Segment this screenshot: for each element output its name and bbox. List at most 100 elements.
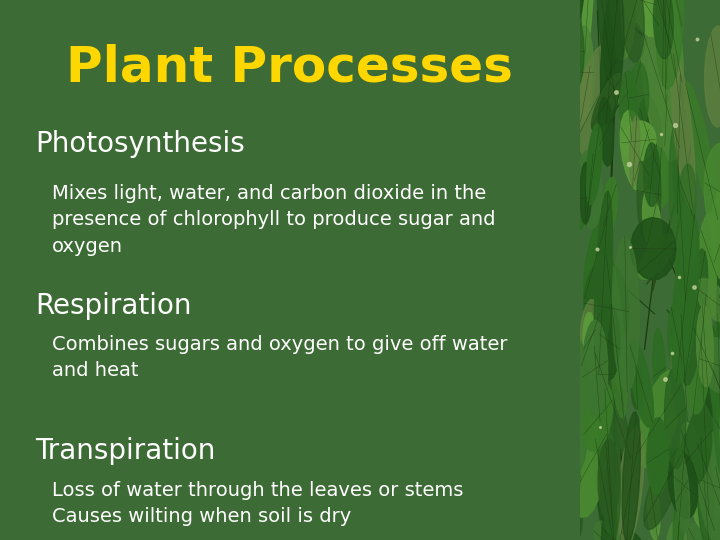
Polygon shape: [631, 366, 642, 409]
Polygon shape: [584, 260, 629, 354]
Polygon shape: [649, 147, 670, 207]
Polygon shape: [644, 448, 681, 529]
Polygon shape: [718, 183, 720, 314]
Polygon shape: [714, 393, 720, 474]
Polygon shape: [633, 122, 650, 187]
Polygon shape: [678, 164, 696, 236]
Polygon shape: [710, 353, 720, 430]
Polygon shape: [564, 339, 590, 473]
Polygon shape: [696, 436, 714, 540]
Polygon shape: [560, 426, 580, 518]
Polygon shape: [584, 212, 608, 303]
Polygon shape: [598, 388, 620, 539]
Polygon shape: [668, 450, 698, 518]
Polygon shape: [616, 427, 644, 540]
Polygon shape: [712, 315, 720, 475]
Polygon shape: [583, 383, 613, 451]
Polygon shape: [650, 0, 672, 29]
Polygon shape: [716, 252, 720, 415]
Polygon shape: [637, 95, 662, 190]
Polygon shape: [629, 340, 654, 427]
Polygon shape: [654, 93, 678, 147]
Polygon shape: [598, 327, 612, 422]
Polygon shape: [594, 191, 613, 374]
Polygon shape: [680, 422, 716, 539]
Polygon shape: [593, 437, 619, 540]
Polygon shape: [574, 25, 594, 119]
Polygon shape: [602, 177, 617, 233]
Polygon shape: [567, 15, 584, 89]
Polygon shape: [705, 26, 720, 127]
Polygon shape: [556, 477, 582, 540]
Polygon shape: [698, 212, 720, 315]
Polygon shape: [621, 528, 667, 540]
Polygon shape: [665, 520, 688, 540]
Polygon shape: [600, 0, 624, 125]
Polygon shape: [692, 337, 718, 515]
Polygon shape: [653, 328, 666, 416]
Polygon shape: [688, 523, 720, 540]
Polygon shape: [564, 58, 581, 193]
Polygon shape: [673, 75, 685, 213]
Polygon shape: [621, 0, 644, 63]
Polygon shape: [598, 440, 619, 521]
Polygon shape: [685, 82, 719, 222]
Polygon shape: [588, 345, 607, 424]
Polygon shape: [622, 412, 640, 540]
Polygon shape: [595, 350, 631, 462]
Polygon shape: [661, 0, 683, 84]
Polygon shape: [649, 0, 676, 78]
Polygon shape: [696, 306, 714, 387]
Polygon shape: [594, 521, 627, 540]
Polygon shape: [601, 483, 616, 540]
Polygon shape: [665, 368, 686, 469]
Polygon shape: [644, 143, 660, 206]
Polygon shape: [671, 313, 698, 422]
Polygon shape: [693, 317, 720, 429]
Polygon shape: [613, 237, 639, 392]
Polygon shape: [673, 434, 688, 540]
Polygon shape: [609, 0, 636, 59]
Polygon shape: [572, 413, 607, 517]
Polygon shape: [637, 370, 681, 469]
Polygon shape: [681, 249, 708, 386]
Text: Respiration: Respiration: [35, 292, 192, 320]
Polygon shape: [620, 71, 637, 142]
Polygon shape: [675, 450, 690, 532]
Text: Combines sugars and oxygen to give off water
and heat: Combines sugars and oxygen to give off w…: [52, 335, 508, 380]
Polygon shape: [573, 167, 588, 229]
Polygon shape: [671, 53, 696, 208]
Polygon shape: [638, 234, 675, 279]
Polygon shape: [579, 64, 592, 123]
Polygon shape: [582, 0, 594, 55]
Polygon shape: [622, 121, 656, 161]
Polygon shape: [642, 20, 682, 161]
Polygon shape: [608, 0, 656, 23]
Text: Plant Processes: Plant Processes: [66, 43, 513, 91]
Polygon shape: [647, 484, 660, 539]
Polygon shape: [631, 218, 676, 280]
Polygon shape: [672, 214, 699, 383]
Polygon shape: [591, 73, 621, 131]
Polygon shape: [701, 457, 720, 516]
Polygon shape: [582, 320, 608, 417]
Polygon shape: [629, 62, 649, 130]
Polygon shape: [570, 120, 580, 172]
Polygon shape: [658, 0, 669, 85]
Polygon shape: [586, 124, 602, 205]
Polygon shape: [576, 44, 617, 157]
Polygon shape: [629, 116, 640, 186]
Polygon shape: [654, 0, 673, 59]
Polygon shape: [597, 0, 617, 105]
Polygon shape: [647, 417, 669, 495]
Polygon shape: [554, 0, 588, 52]
Polygon shape: [667, 300, 685, 368]
Polygon shape: [658, 0, 672, 102]
Polygon shape: [559, 226, 577, 306]
Polygon shape: [607, 69, 619, 105]
Text: Transpiration: Transpiration: [35, 437, 215, 465]
Polygon shape: [696, 279, 720, 322]
Polygon shape: [603, 254, 627, 418]
Polygon shape: [627, 0, 659, 36]
Polygon shape: [580, 300, 601, 380]
